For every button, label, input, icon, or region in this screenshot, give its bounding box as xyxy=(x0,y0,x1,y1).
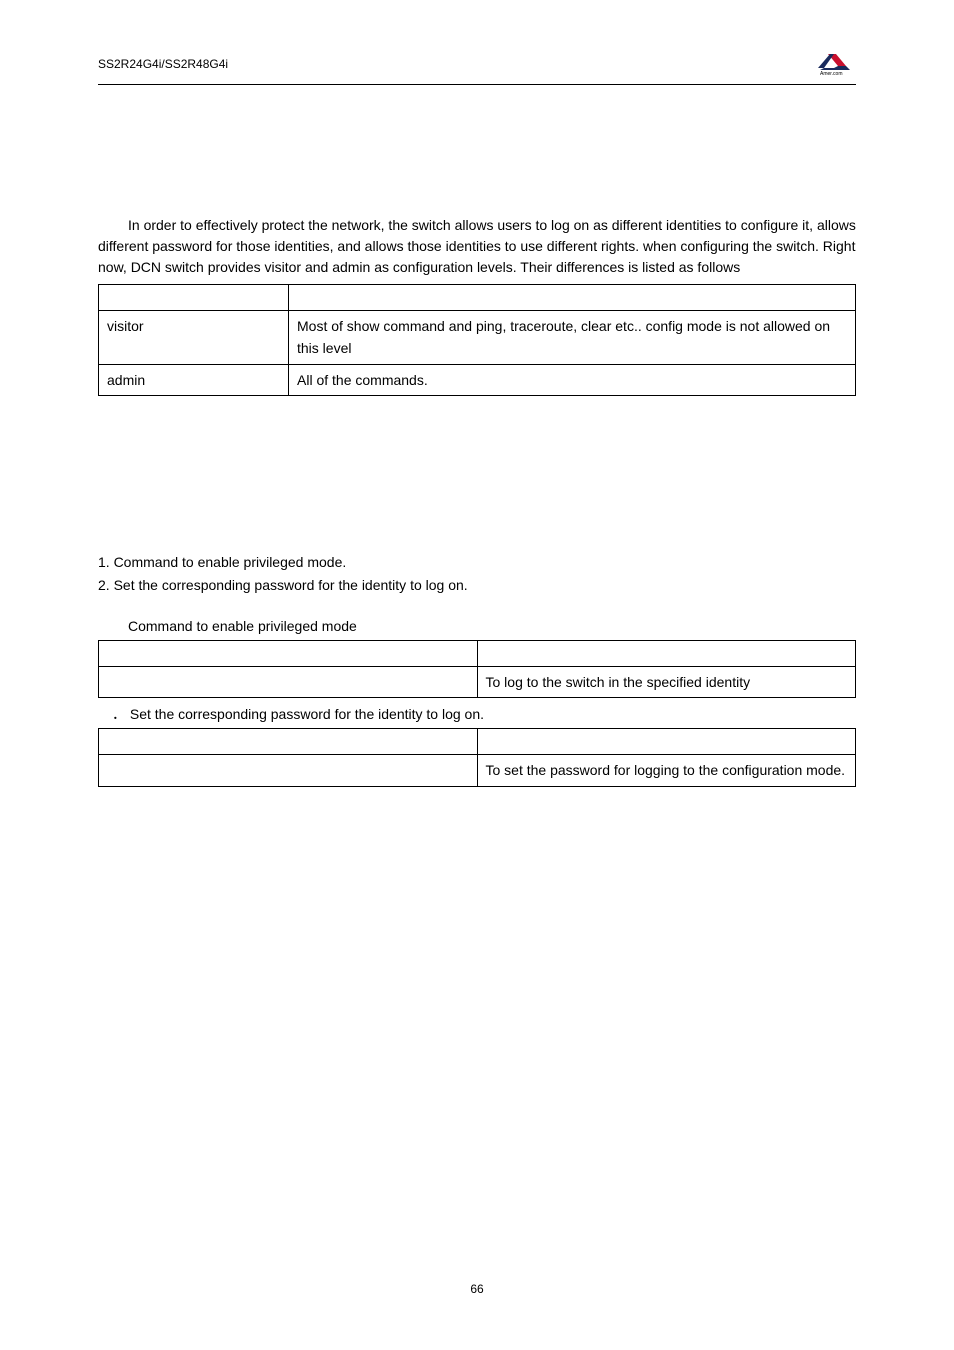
list-item: 1. Command to enable privileged mode. xyxy=(98,551,856,573)
intro-paragraph: In order to effectively protect the netw… xyxy=(98,215,856,278)
table-cell: To log to the switch in the specified id… xyxy=(477,666,856,697)
amer-logo-icon: Amer.com xyxy=(816,52,856,76)
table-cell: Most of show command and ping, tracerout… xyxy=(289,311,856,365)
subheading: Command to enable privileged mode xyxy=(98,618,856,634)
table-row: visitor Most of show command and ping, t… xyxy=(99,311,856,365)
table-row: To set the password for logging to the c… xyxy=(99,755,856,786)
table-cell: visitor xyxy=(99,311,289,365)
table-row: admin All of the commands. xyxy=(99,364,856,395)
table-row xyxy=(99,729,856,755)
table-cell: All of the commands. xyxy=(289,364,856,395)
table-cell xyxy=(99,755,478,786)
logo: Amer.com xyxy=(816,52,856,76)
table-row xyxy=(99,285,856,311)
svg-text:Amer.com: Amer.com xyxy=(820,71,843,76)
table-cell: To set the password for logging to the c… xyxy=(477,755,856,786)
table-row: To log to the switch in the specified id… xyxy=(99,666,856,697)
table-row xyxy=(99,640,856,666)
header-product: SS2R24G4i/SS2R48G4i xyxy=(98,57,228,71)
section-2: 1. Command to enable privileged mode. 2.… xyxy=(98,551,856,787)
table-cell xyxy=(99,666,478,697)
page-content: In order to effectively protect the netw… xyxy=(98,85,856,787)
bullet-heading: ． Set the corresponding password for the… xyxy=(98,704,856,724)
list-item: 2. Set the corresponding password for th… xyxy=(98,574,856,596)
table-cell: admin xyxy=(99,364,289,395)
page-number: 66 xyxy=(470,1282,483,1296)
command-table-2: To set the password for logging to the c… xyxy=(98,728,856,786)
command-table-1: To log to the switch in the specified id… xyxy=(98,640,856,698)
levels-table: visitor Most of show command and ping, t… xyxy=(98,284,856,396)
page-header: SS2R24G4i/SS2R48G4i Amer.com xyxy=(98,0,856,85)
